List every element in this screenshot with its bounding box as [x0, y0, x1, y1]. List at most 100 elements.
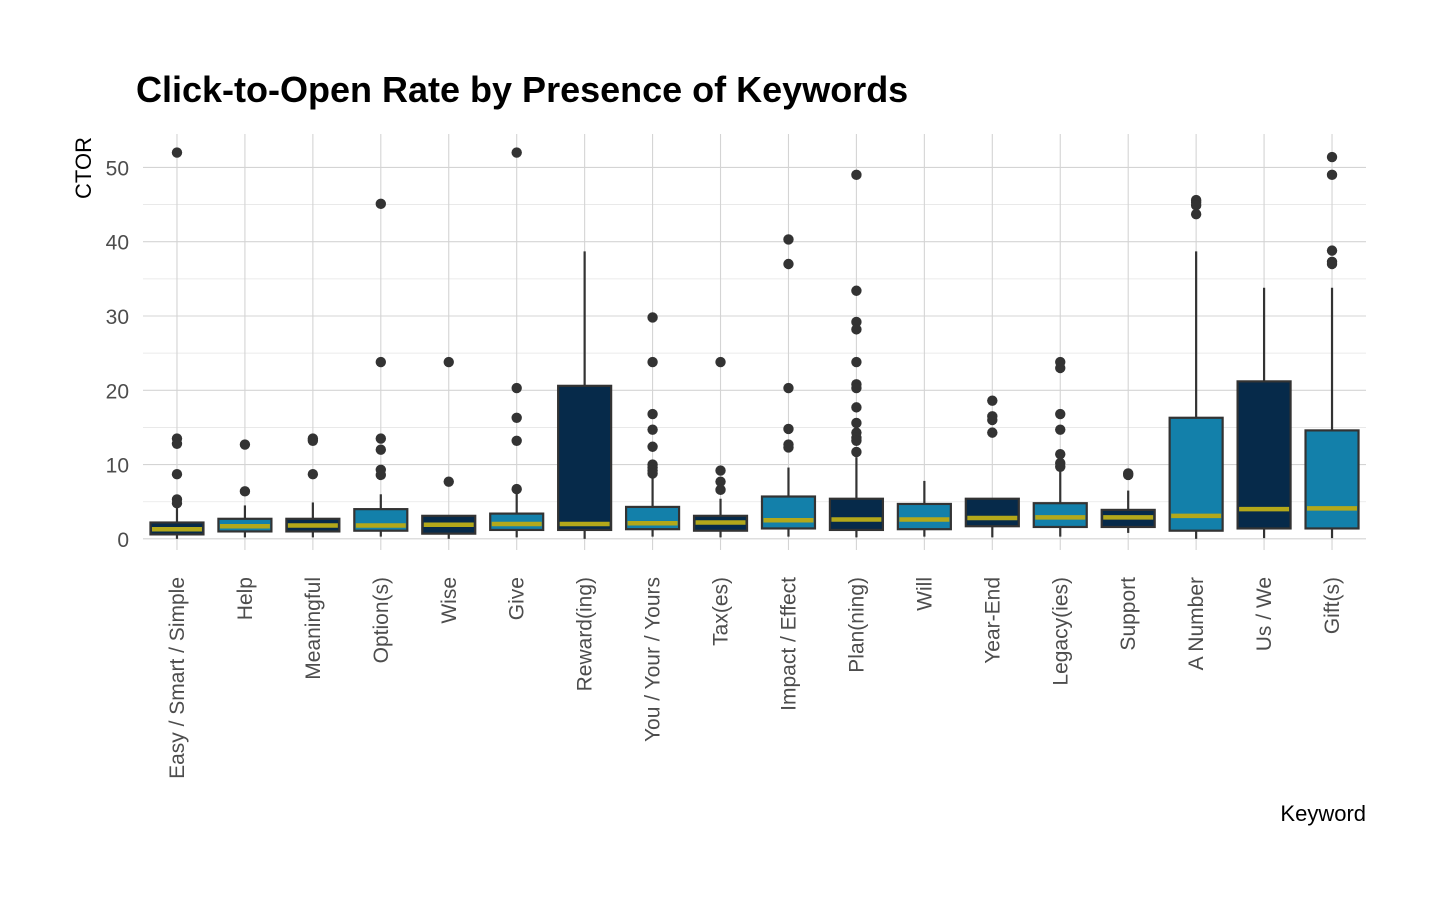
outlier-point [1055, 448, 1066, 460]
x-tick-label: Us / We [1253, 577, 1276, 651]
box-iqr [1304, 429, 1360, 530]
box-iqr [1236, 380, 1292, 530]
box-iqr [964, 497, 1020, 528]
box-series [149, 147, 1360, 539]
y-tick-label: 20 [106, 380, 129, 403]
box-a-number [1168, 194, 1224, 539]
box-us-we [1236, 287, 1292, 539]
chart-title: Click-to-Open Rate by Presence of Keywor… [136, 69, 908, 110]
outlier-point [647, 468, 658, 479]
outlier-point [1326, 245, 1338, 256]
box-tax-es [692, 356, 749, 538]
outlier-point [1055, 461, 1066, 472]
outlier-point [171, 469, 183, 480]
outlier-point [1326, 258, 1338, 270]
x-tick-label: You / Your / Yours [642, 577, 665, 742]
outlier-point [1190, 200, 1202, 211]
box-iqr [557, 384, 613, 532]
outlier-point [851, 324, 862, 335]
y-tick-label: 10 [106, 455, 129, 478]
y-tick-label: 50 [106, 157, 129, 180]
outlier-point [1055, 362, 1066, 374]
x-tick-label: A Number [1185, 577, 1208, 670]
outlier-point [715, 465, 726, 476]
box-plan-ning [828, 169, 885, 538]
y-tick-label: 0 [117, 529, 129, 552]
outlier-point [851, 446, 862, 458]
outlier-point [851, 285, 862, 296]
box-gift-s [1304, 151, 1360, 539]
x-tick-label: Option(s) [370, 577, 393, 663]
box-legacy-ies [1032, 356, 1088, 537]
box-year-end [964, 395, 1020, 538]
outlier-point [987, 414, 998, 426]
x-tick-label: Will [913, 577, 936, 611]
outlier-point [511, 412, 522, 423]
box-help [217, 439, 273, 538]
outlier-point [443, 476, 454, 487]
box-wise [421, 356, 477, 539]
box-iqr [760, 495, 817, 530]
outlier-point [987, 395, 998, 406]
box-impact-effect [760, 234, 817, 537]
x-tick-label: Plan(ning) [845, 577, 868, 673]
box-give [489, 147, 545, 538]
outlier-point [171, 498, 183, 509]
outlier-point [783, 442, 794, 453]
outlier-point [647, 408, 658, 420]
outlier-point [239, 439, 251, 450]
outlier-point [511, 147, 522, 158]
box-easy-smart-simple [149, 147, 205, 539]
box-reward-ing [557, 251, 613, 539]
outlier-point [715, 476, 726, 487]
outlier-point [375, 469, 387, 481]
outlier-point [647, 356, 658, 368]
outlier-point [783, 423, 794, 435]
outlier-point [171, 147, 183, 158]
box-iqr [624, 505, 681, 531]
outlier-point [851, 169, 862, 181]
outlier-point [783, 234, 794, 245]
outlier-point [375, 433, 387, 444]
x-tick-label: Tax(es) [710, 577, 733, 646]
x-axis-title: Keyword [1280, 801, 1366, 826]
x-tick-label: Reward(ing) [574, 577, 597, 691]
outlier-point [1122, 469, 1134, 481]
x-axis-ticks: Easy / Smart / Simple Help Meaningful Optio… [166, 577, 1344, 779]
box-will [896, 480, 952, 537]
x-tick-label: Legacy(ies) [1049, 577, 1072, 686]
outlier-point [783, 258, 794, 270]
outlier-point [1326, 169, 1338, 181]
outlier-point [511, 483, 522, 495]
outlier-point [307, 435, 319, 446]
outlier-point [647, 424, 658, 435]
outlier-point [375, 198, 387, 210]
outlier-point [715, 484, 726, 496]
box-iqr [1168, 416, 1224, 532]
box-you-your-yours [624, 312, 681, 537]
outlier-point [307, 469, 319, 480]
x-tick-label: Give [506, 577, 529, 620]
x-tick-label: Wise [438, 577, 461, 624]
x-tick-label: Year-End [981, 577, 1004, 664]
y-tick-label: 30 [106, 306, 129, 329]
x-tick-label: Easy / Smart / Simple [166, 577, 189, 779]
outlier-point [511, 382, 522, 394]
y-axis-title: CTOR [71, 137, 96, 199]
outlier-point [851, 316, 862, 328]
outlier-point [715, 356, 726, 368]
outlier-point [783, 382, 794, 394]
outlier-point [851, 402, 862, 413]
box-iqr [828, 497, 885, 532]
outlier-point [375, 444, 387, 455]
outlier-point [851, 417, 862, 429]
outlier-point [647, 312, 658, 323]
outlier-point [511, 435, 522, 446]
outlier-point [171, 438, 183, 449]
outlier-point [851, 356, 862, 368]
outlier-point [1326, 151, 1338, 163]
x-tick-label: Support [1117, 577, 1140, 651]
x-tick-label: Meaningful [302, 577, 325, 680]
y-axis-ticks: 0 10 20 30 40 50 [106, 157, 129, 551]
outlier-point [851, 435, 862, 446]
